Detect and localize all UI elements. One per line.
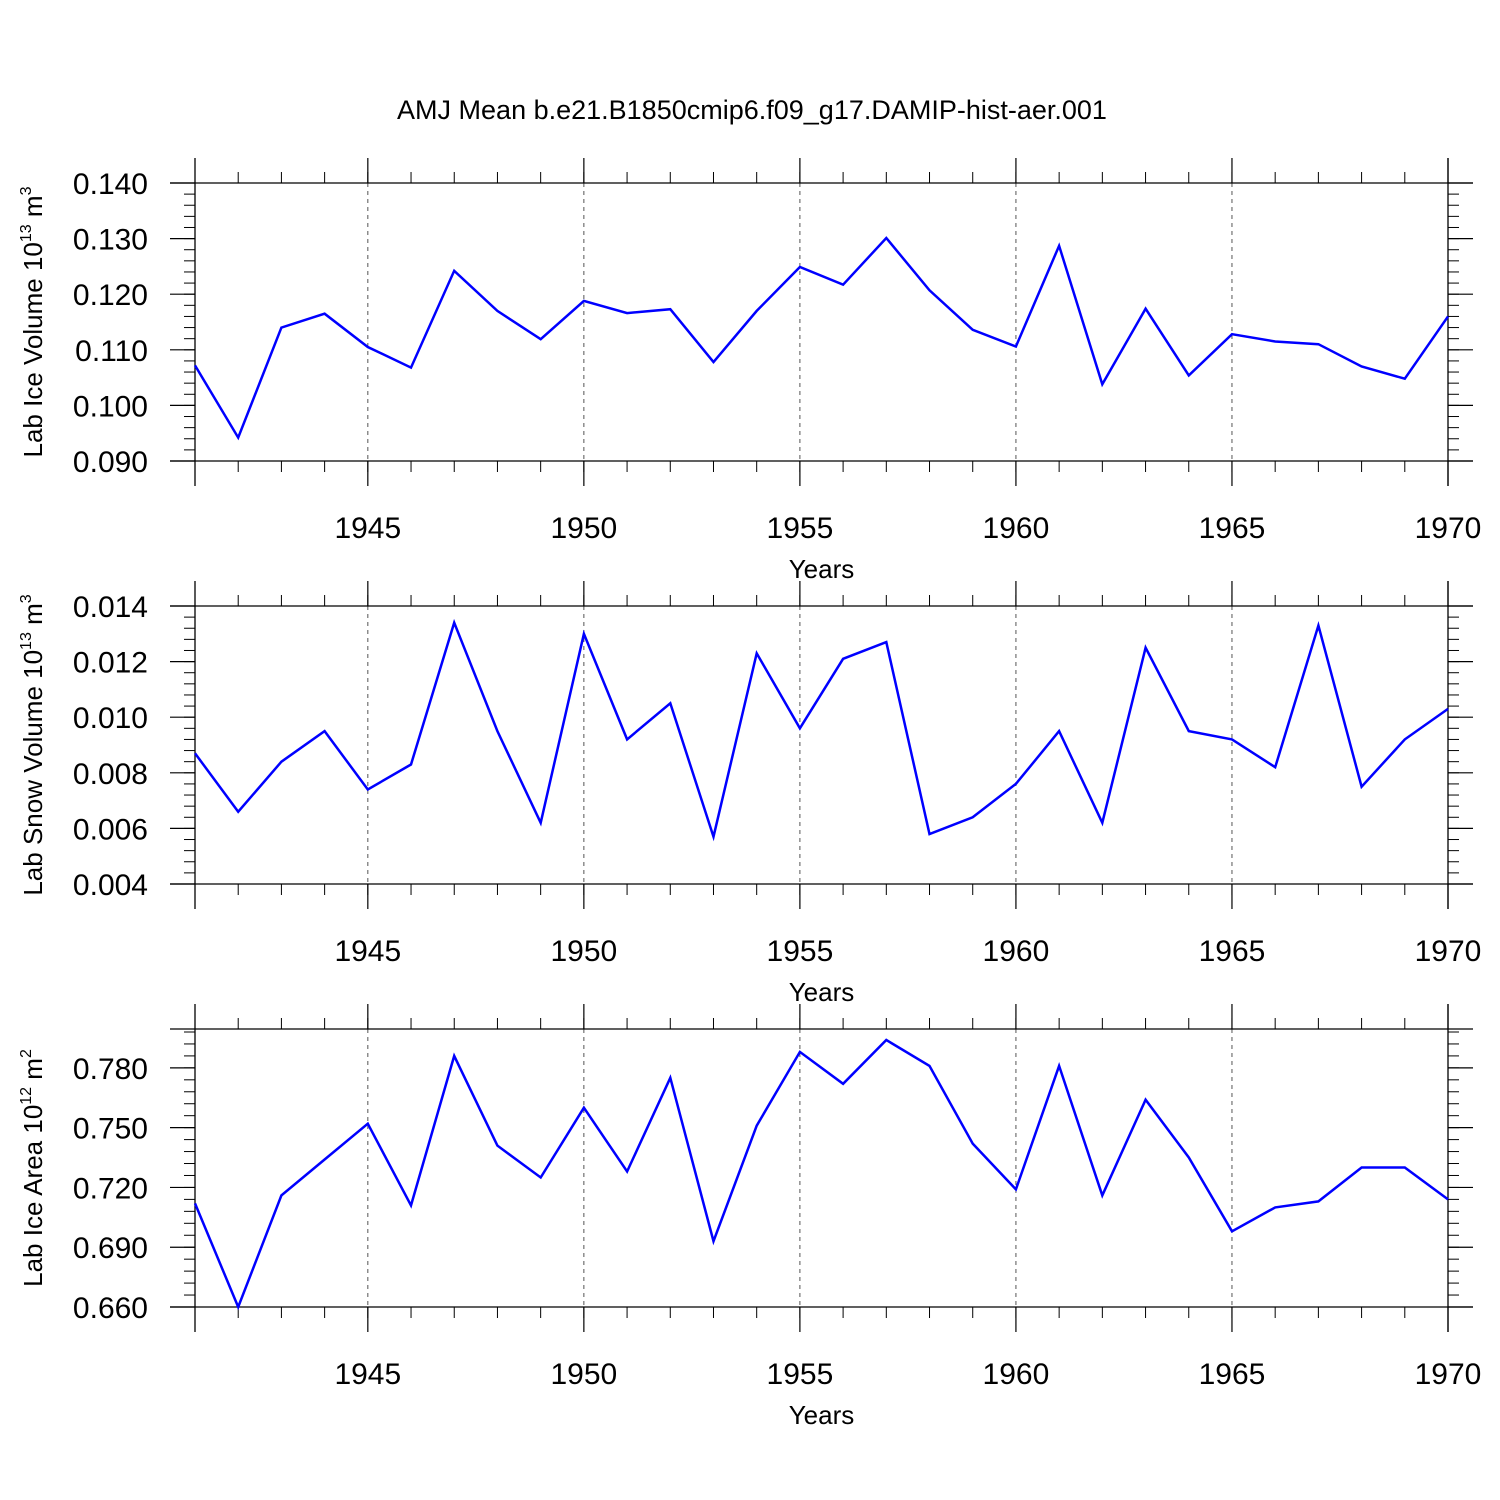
- series-line: [193, 236, 1450, 441]
- x-axis-title: Years: [789, 977, 855, 1007]
- x-tick-label: 1960: [983, 512, 1050, 545]
- y-tick-label: 0.008: [73, 758, 148, 791]
- y-tick-label: 0.004: [73, 869, 148, 902]
- x-tick-label: 1955: [767, 935, 834, 968]
- x-tick-label: 1955: [767, 1358, 834, 1391]
- panel-3: 0.660 0.690 0.720 0.750 0.780 1945 1950 1955 196…: [18, 1004, 1481, 1430]
- x-tick-label: 1950: [550, 935, 617, 968]
- y-tick-label: 0.690: [73, 1232, 148, 1265]
- x-tick-label: 1965: [1199, 512, 1266, 545]
- chart-title: AMJ Mean b.e21.B1850cmip6.f09_g17.DAMIP-…: [397, 95, 1107, 125]
- x-tick-label: 1945: [334, 935, 401, 968]
- panel-2: 0.004 0.006 0.008 0.010 0.012 0.014 1945 1950 19…: [18, 581, 1481, 1007]
- y-tick-label: 0.140: [73, 168, 148, 201]
- y-tick-label: 0.012: [73, 647, 148, 680]
- panels-group: 0.090 0.100 0.110 0.120 0.130 0.140 1945 1950 19…: [18, 158, 1481, 1430]
- x-axis-title: Years: [789, 1400, 855, 1430]
- y-axis-title: Lab Ice Area 1012 m2: [18, 1049, 48, 1287]
- x-tick-label: 1970: [1415, 935, 1482, 968]
- x-tick-label: 1945: [334, 512, 401, 545]
- series-line: [193, 618, 1449, 842]
- y-tick-label: 0.110: [75, 335, 148, 368]
- series-line: [193, 1038, 1449, 1311]
- y-tick-label: 0.090: [73, 446, 148, 479]
- y-tick-label: 0.006: [73, 813, 148, 846]
- y-axis-title: Lab Ice Volume 1013 m3: [18, 186, 48, 457]
- y-tick-label: 0.720: [73, 1172, 148, 1205]
- x-tick-label: 1960: [983, 1358, 1050, 1391]
- y-tick-label: 0.130: [73, 224, 148, 257]
- x-tick-label: 1950: [550, 1358, 617, 1391]
- x-tick-label: 1970: [1415, 512, 1482, 545]
- panel-1: 0.090 0.100 0.110 0.120 0.130 0.140 1945 1950 19…: [18, 158, 1481, 584]
- x-tick-label: 1965: [1199, 1358, 1266, 1391]
- x-tick-label: 1955: [767, 512, 834, 545]
- y-tick-label: 0.660: [73, 1292, 148, 1325]
- x-axis-title: Years: [789, 554, 855, 584]
- y-tick-label: 0.750: [73, 1113, 148, 1146]
- y-tick-label: 0.010: [73, 702, 148, 735]
- x-tick-label: 1945: [334, 1358, 401, 1391]
- x-tick-label: 1960: [983, 935, 1050, 968]
- x-tick-label: 1970: [1415, 1358, 1482, 1391]
- y-axis-title: Lab Snow Volume 1013 m3: [18, 594, 48, 895]
- y-tick-label: 0.120: [73, 279, 148, 312]
- x-tick-label: 1965: [1199, 935, 1266, 968]
- x-tick-label: 1950: [550, 512, 617, 545]
- y-tick-label: 0.014: [73, 591, 148, 624]
- y-tick-label: 0.100: [73, 390, 148, 423]
- y-tick-label: 0.780: [73, 1053, 148, 1086]
